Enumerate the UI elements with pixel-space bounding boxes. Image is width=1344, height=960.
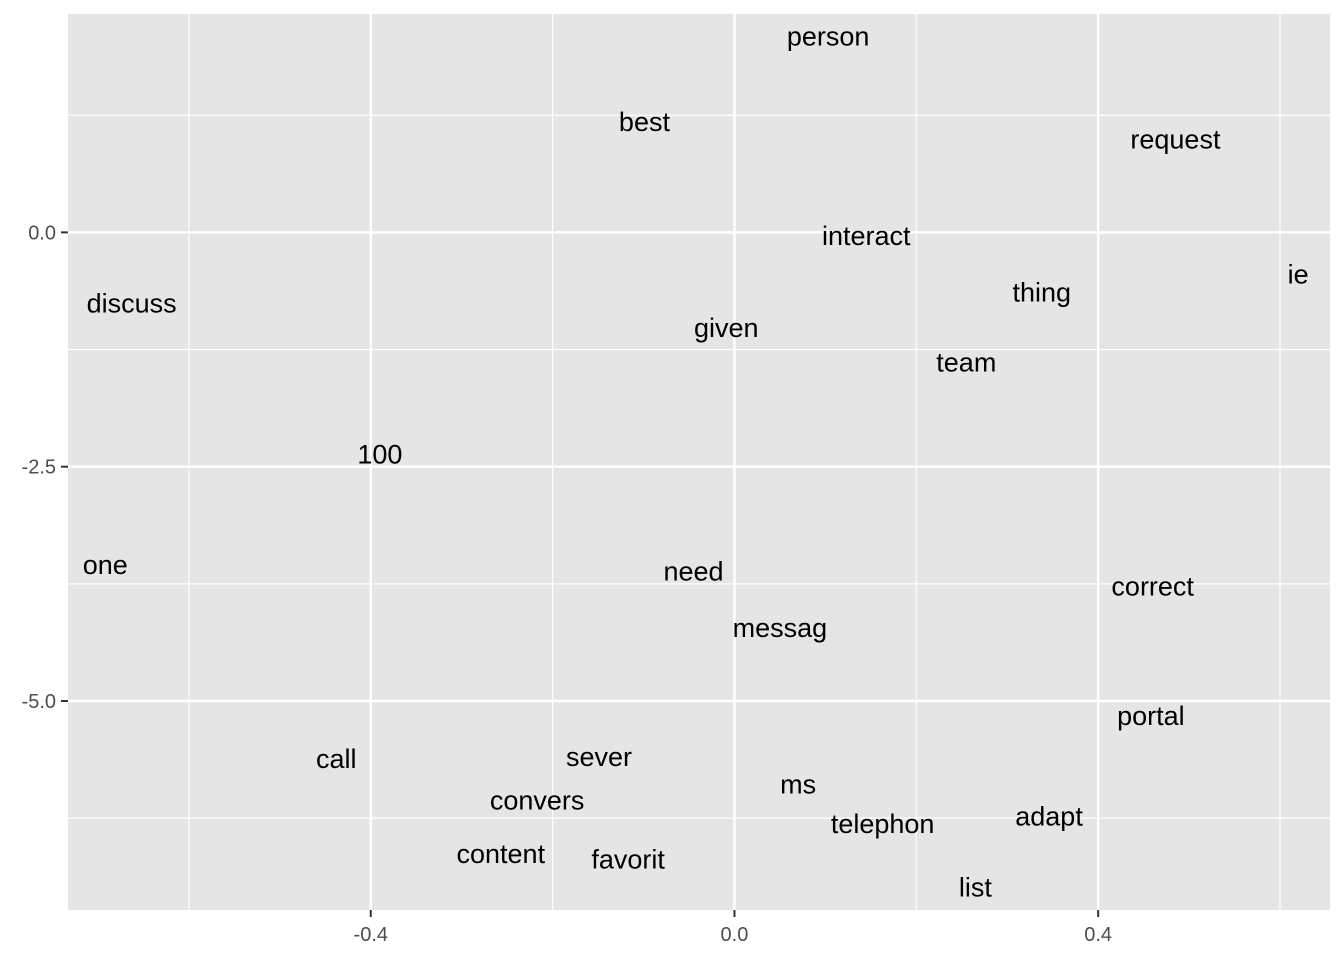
word-label-favorit: favorit — [591, 844, 665, 874]
word-label-need: need — [664, 557, 724, 587]
word-label-ms: ms — [780, 769, 816, 799]
x-axis: -0.4 0.0 0.4 — [354, 910, 1112, 946]
word-label-person: person — [787, 21, 870, 51]
word-label-adapt: adapt — [1015, 801, 1083, 831]
word-label-sever: sever — [566, 742, 632, 772]
minor-gridlines — [68, 14, 1330, 910]
x-tick-label: -0.4 — [354, 924, 388, 946]
word-label-call: call — [316, 744, 357, 774]
word-label-interact: interact — [822, 221, 911, 251]
word-label-best: best — [619, 107, 671, 137]
major-gridlines — [68, 14, 1330, 910]
word-label-messag: messag — [733, 613, 828, 643]
word-label-100: 100 — [357, 440, 402, 470]
y-tick-label: 0.0 — [28, 222, 56, 244]
word-label-convers: convers — [490, 785, 585, 815]
x-tick-label: 0.0 — [721, 924, 749, 946]
y-tick-label: -2.5 — [22, 457, 56, 479]
y-tick-label: -5.0 — [22, 691, 56, 713]
word-label-request: request — [1130, 125, 1221, 155]
y-axis: 0.0 -2.5 -5.0 — [22, 222, 68, 713]
word-label-telephon: telephon — [831, 809, 935, 839]
word-label-portal: portal — [1117, 701, 1185, 731]
word-label-ie: ie — [1288, 260, 1309, 290]
word-label-team: team — [936, 348, 996, 378]
x-tick-label: 0.4 — [1084, 924, 1112, 946]
word-label-discuss: discuss — [87, 289, 177, 319]
word-label-list: list — [959, 873, 992, 903]
word-label-correct: correct — [1111, 572, 1194, 602]
word-labels: person best request interact ie thing discuss g… — [83, 21, 1309, 902]
word-label-given: given — [694, 313, 759, 343]
plot-panel — [68, 14, 1330, 910]
word-label-thing: thing — [1012, 277, 1071, 307]
word-label-content: content — [457, 839, 546, 869]
word-label-one: one — [83, 550, 128, 580]
